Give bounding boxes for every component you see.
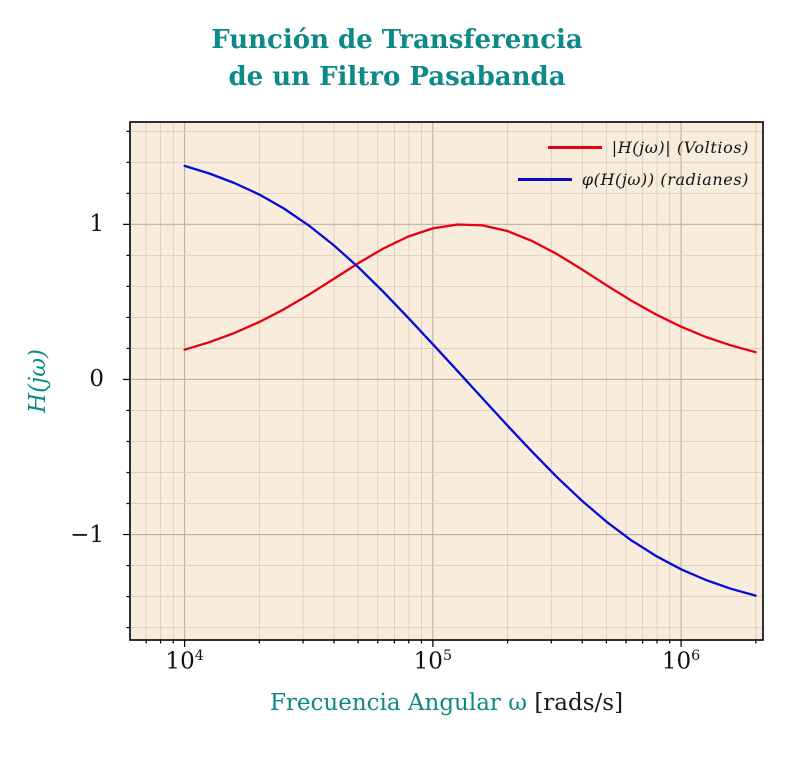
x-tick-label-10e4: 104 (165, 648, 203, 675)
legend-item-phase: φ(H(jω)) (radianes) (517, 170, 749, 189)
legend-label-magnitude: |H(jω)| (Voltios) (611, 138, 749, 157)
plot-area (123, 121, 764, 647)
x-axis-label: Frecuencia Angular ω [rads/s] (130, 690, 763, 716)
y-tick-label-1: 1 (89, 211, 104, 238)
legend-line-magnitude-icon (547, 146, 602, 149)
chart-title-line-1: Función de Transferencia (211, 25, 583, 55)
x-tick-base: 10 (661, 648, 692, 675)
legend-label-phase: φ(H(jω)) (radianes) (581, 170, 749, 189)
legend-item-magnitude: |H(jω)| (Voltios) (518, 138, 749, 157)
plot-container: |H(jω)| (Voltios) φ(H(jω)) (radianes) 10… (70, 110, 775, 675)
y-tick-label-minus-1: −1 (70, 521, 104, 548)
x-tick-label-10e5: 105 (414, 648, 452, 675)
chart-title: Función de Transferencia de un Filtro Pa… (0, 22, 794, 96)
x-tick-exponent: 4 (194, 648, 204, 664)
x-tick-exponent: 5 (442, 648, 453, 664)
x-axis-label-unit: [rads/s] (534, 690, 624, 716)
y-tick-label-0: 0 (89, 366, 104, 393)
legend-line-phase-icon (517, 178, 572, 181)
x-tick-label-10e6: 106 (662, 648, 700, 675)
x-axis-label-main: Frecuencia Angular ω (269, 690, 527, 716)
chart-title-line-2: de un Filtro Pasabanda (228, 61, 566, 92)
x-tick-base: 10 (165, 648, 195, 675)
chart-legend: |H(jω)| (Voltios) φ(H(jω)) (radianes) (517, 138, 749, 189)
x-tick-base: 10 (413, 648, 443, 675)
x-tick-exponent: 6 (691, 648, 701, 664)
